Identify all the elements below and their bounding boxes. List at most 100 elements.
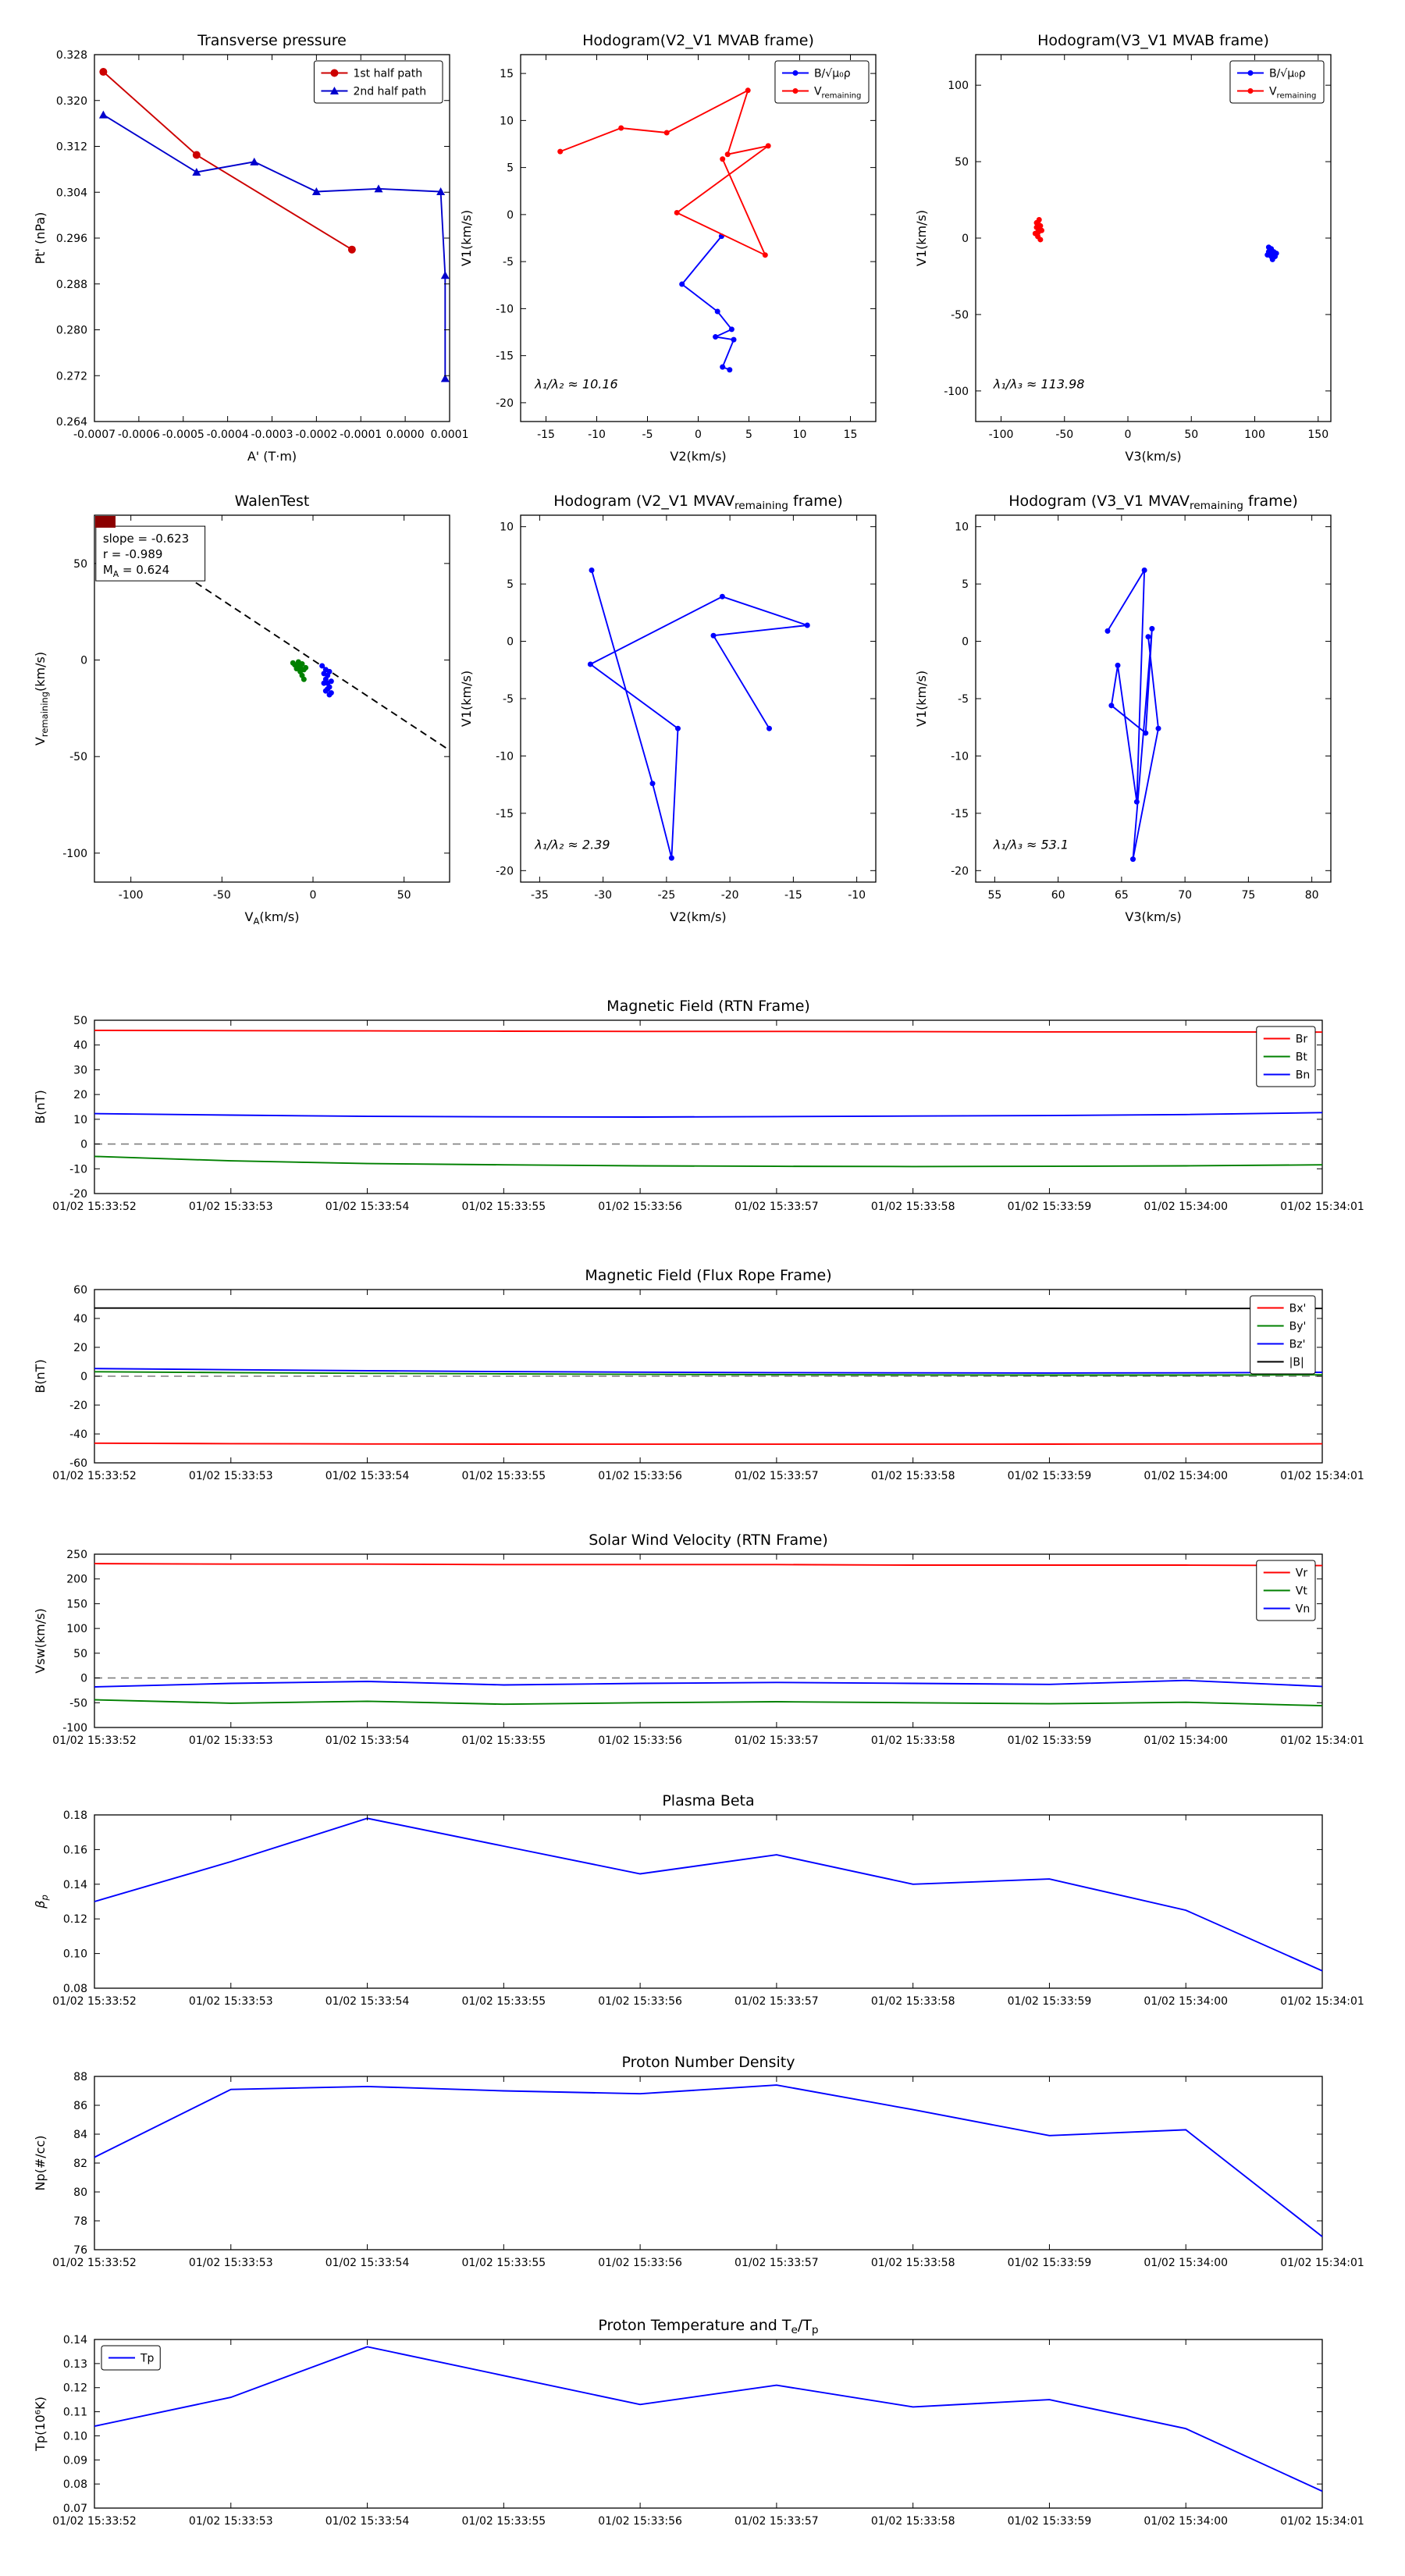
x-tick-label: 01/02 15:33:52 bbox=[52, 2257, 137, 2269]
y-tick-label: 50 bbox=[73, 1648, 87, 1660]
x-tick-label: -0.0003 bbox=[251, 429, 293, 441]
series-vn bbox=[94, 1679, 1323, 1688]
legend-box bbox=[1250, 1295, 1316, 1375]
chart-plasma-beta: 01/02 15:33:52 01/02 15:33:53 01/02 15:33:… bbox=[33, 1792, 1364, 2008]
marker-dot bbox=[710, 632, 717, 639]
y-tick-label: 0.11 bbox=[63, 2407, 87, 2419]
x-tick-label: 01/02 15:33:58 bbox=[871, 2515, 955, 2528]
y-tick-label: -15 bbox=[496, 350, 514, 363]
x-tick-label: 0.0000 bbox=[386, 429, 425, 441]
x-tick-label: 01/02 15:33:55 bbox=[461, 1995, 546, 2008]
marker-dot bbox=[1033, 224, 1040, 230]
marker-dot bbox=[1108, 703, 1115, 709]
marker-dot bbox=[792, 88, 799, 94]
marker-dot bbox=[1130, 856, 1136, 863]
y-tick-label: 0.18 bbox=[63, 1809, 87, 1822]
y-tick-label: 0 bbox=[80, 1139, 87, 1151]
y-tick-label: -15 bbox=[951, 808, 969, 820]
y-tick-label: 250 bbox=[66, 1549, 87, 1561]
y-tick-label: 10 bbox=[500, 521, 514, 534]
y-tick-label: -100 bbox=[944, 386, 969, 398]
marker-dot bbox=[675, 725, 681, 731]
x-tick-label: 70 bbox=[1178, 889, 1192, 902]
chart-title: Hodogram (V3_V1 MVAVremaining frame) bbox=[1008, 493, 1298, 512]
legend-box bbox=[313, 60, 443, 104]
x-tick-label: 01/02 15:33:53 bbox=[189, 1995, 273, 2008]
y-axis-label: Tp(10⁶K) bbox=[33, 2396, 48, 2452]
legend-label: Bt bbox=[1296, 1051, 1308, 1064]
y-tick-label: 0.272 bbox=[56, 370, 87, 382]
x-tick-label: -0.0002 bbox=[295, 429, 337, 441]
x-tick-label: -0.0005 bbox=[162, 429, 205, 441]
y-tick-label: -50 bbox=[69, 751, 87, 763]
chart-title: Hodogram(V3_V1 MVAB frame) bbox=[1037, 32, 1269, 49]
series-bz bbox=[94, 1368, 1323, 1374]
legend-label: Vr bbox=[1296, 1567, 1308, 1580]
marker-dot bbox=[326, 692, 333, 698]
x-tick-label: 01/02 15:33:55 bbox=[461, 1201, 546, 1213]
marker-triangle bbox=[329, 87, 339, 94]
series-vt bbox=[94, 1699, 1323, 1707]
series-tp bbox=[94, 2346, 1323, 2492]
marker-dot bbox=[727, 367, 733, 373]
marker-dot bbox=[1115, 662, 1121, 668]
x-tick-label: 01/02 15:33:52 bbox=[52, 1470, 137, 1482]
y-tick-label: 0.12 bbox=[63, 1913, 87, 1926]
x-tick-label: 01/02 15:33:56 bbox=[598, 2257, 682, 2269]
marker-dot bbox=[679, 281, 685, 287]
marker-dot bbox=[1035, 229, 1041, 235]
y-tick-label: 0 bbox=[962, 233, 969, 245]
y-tick-label: 0 bbox=[80, 1371, 87, 1383]
chart-transverse-pressure: -0.0007 -0.0006 -0.0005 -0.0004 -0.0003 -0.00… bbox=[33, 32, 469, 464]
y-tick-label: 0 bbox=[80, 655, 87, 667]
chart-solar-wind-velocity-rtn: 01/02 15:33:52 01/02 15:33:53 01/02 15:33:… bbox=[33, 1532, 1364, 1747]
x-tick-label: 01/02 15:33:52 bbox=[52, 1995, 137, 2008]
y-tick-label: 60 bbox=[73, 1284, 87, 1297]
marker-dot bbox=[719, 593, 725, 600]
x-tick-label: -30 bbox=[594, 889, 612, 902]
y-tick-label: 20 bbox=[73, 1342, 87, 1354]
x-tick-label: 01/02 15:33:54 bbox=[325, 1470, 410, 1482]
legend-label: Bz' bbox=[1289, 1339, 1306, 1351]
marker-triangle bbox=[440, 271, 450, 279]
chart-magnetic-field-rtn: 01/02 15:33:52 01/02 15:33:53 01/02 15:33:… bbox=[33, 998, 1364, 1213]
marker-dot bbox=[301, 676, 307, 682]
x-tick-label: 01/02 15:33:53 bbox=[189, 1470, 273, 1482]
y-tick-label: 0 bbox=[80, 1673, 87, 1685]
axes-box bbox=[94, 54, 450, 422]
x-axis-label: VA(km/s) bbox=[245, 909, 300, 927]
x-tick-label: 01/02 15:33:59 bbox=[1008, 1735, 1092, 1747]
x-tick-label: 01/02 15:33:58 bbox=[871, 2257, 955, 2269]
legend-label: B/√μ₀ρ bbox=[1269, 68, 1306, 80]
axes-box bbox=[94, 1019, 1323, 1194]
marker-dot bbox=[720, 364, 726, 370]
chart-proton-number-density: 01/02 15:33:52 01/02 15:33:53 01/02 15:33:… bbox=[33, 2054, 1364, 2269]
chart-title: WalenTest bbox=[235, 493, 310, 510]
marker-triangle bbox=[374, 184, 383, 193]
series-bn bbox=[94, 1112, 1323, 1118]
marker-dot bbox=[1247, 70, 1254, 76]
annotation: r = -0.989 bbox=[103, 547, 163, 561]
x-tick-label: -5 bbox=[642, 429, 653, 441]
x-tick-label: 01/02 15:33:56 bbox=[598, 2515, 682, 2528]
marker-dot bbox=[767, 725, 772, 731]
marker-dot bbox=[321, 680, 327, 686]
x-tick-label: -15 bbox=[537, 429, 555, 441]
y-tick-label: -20 bbox=[951, 865, 969, 877]
y-axis-label: V1(km/s) bbox=[459, 210, 474, 266]
marker-dot bbox=[1145, 634, 1151, 640]
x-axis-label: V3(km/s) bbox=[1125, 449, 1181, 464]
y-tick-label: 10 bbox=[73, 1114, 87, 1126]
y-axis-label: Pt' (nPa) bbox=[33, 212, 48, 265]
x-tick-label: 0 bbox=[1125, 429, 1132, 441]
x-tick-label: 01/02 15:33:54 bbox=[325, 1995, 410, 2008]
y-tick-label: -5 bbox=[503, 693, 514, 706]
marker-dot bbox=[1037, 237, 1044, 243]
y-axis-label: V1(km/s) bbox=[459, 671, 474, 727]
chart-magnetic-field-flux-rope: 01/02 15:33:52 01/02 15:33:53 01/02 15:33:… bbox=[33, 1267, 1364, 1482]
legend-box bbox=[774, 60, 870, 104]
x-tick-label: 01/02 15:34:00 bbox=[1144, 1470, 1228, 1482]
x-tick-label: 0 bbox=[310, 889, 317, 902]
marker-dot bbox=[618, 125, 624, 131]
